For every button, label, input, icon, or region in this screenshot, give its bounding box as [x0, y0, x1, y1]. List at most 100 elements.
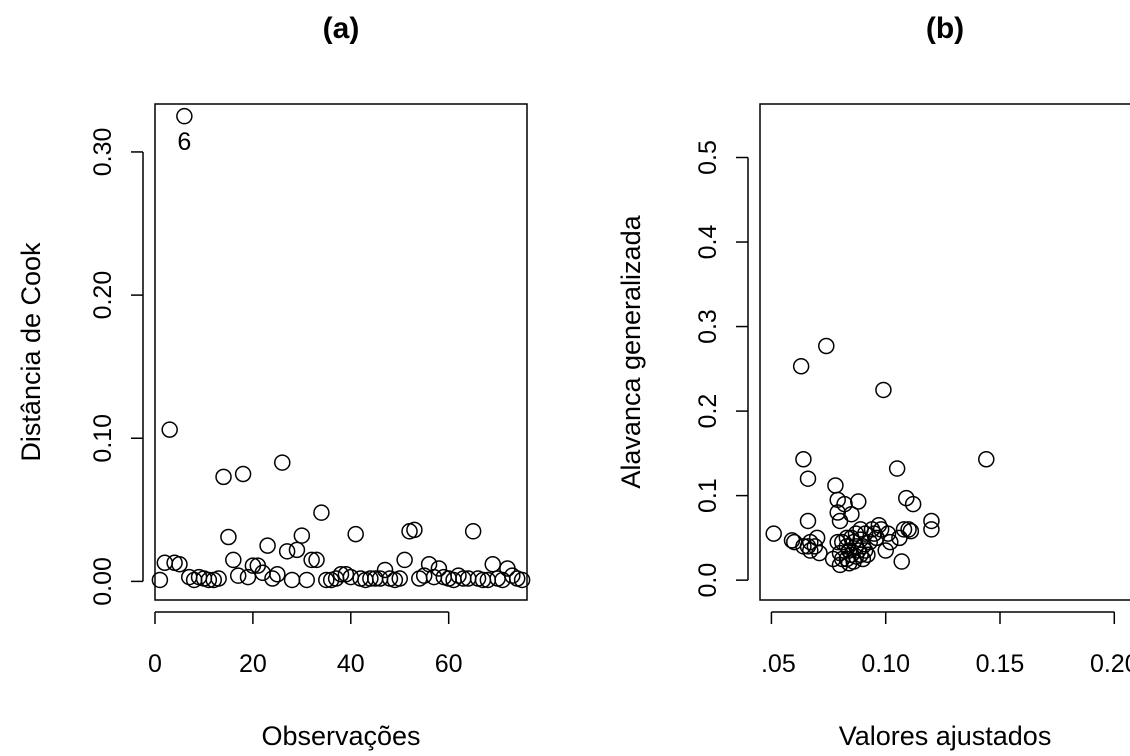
data-point — [818, 337, 835, 355]
data-point — [190, 568, 208, 586]
data-point — [792, 358, 810, 375]
panel-b-y-axis-label: Alavanca generalizada — [616, 214, 646, 488]
data-point — [161, 421, 178, 438]
data-point — [870, 516, 888, 534]
data-point — [847, 525, 865, 542]
data-point — [401, 523, 418, 540]
panel-a-x-axis-label: Observações — [261, 721, 420, 751]
data-point — [391, 570, 408, 587]
data-point — [259, 537, 276, 554]
panel-b-x-axis-label: Valores ajustados — [839, 721, 1052, 751]
data-point — [308, 551, 325, 569]
data-point — [283, 571, 301, 589]
data-point — [765, 525, 782, 542]
data-point — [200, 571, 218, 589]
panel-b-title: (b) — [926, 12, 964, 45]
y-tick-label: 0.2 — [694, 394, 722, 429]
data-point — [489, 570, 506, 587]
data-point — [893, 553, 910, 570]
panel-b-points — [765, 337, 995, 574]
data-point — [484, 555, 501, 573]
y-tick-label: 0.1 — [694, 478, 722, 513]
data-point — [850, 542, 867, 559]
data-point — [850, 493, 867, 510]
data-point — [827, 477, 844, 494]
data-point — [859, 546, 876, 564]
data-point — [298, 571, 315, 589]
data-point — [504, 567, 521, 584]
data-point — [347, 525, 364, 543]
data-point — [978, 451, 995, 468]
point-annotation-label: 6 — [177, 128, 191, 156]
data-point — [396, 551, 413, 569]
data-point — [288, 541, 306, 559]
data-point — [318, 571, 335, 589]
data-point — [508, 570, 526, 587]
y-tick-label: 0.10 — [89, 414, 117, 463]
y-tick-label: 0.30 — [89, 128, 117, 177]
data-point — [229, 567, 247, 584]
data-point — [234, 465, 252, 483]
y-tick-label: 0.5 — [694, 140, 722, 175]
x-tick-label: 0.15 — [976, 650, 1025, 678]
data-point — [877, 542, 894, 559]
data-point — [882, 533, 899, 551]
data-point — [151, 571, 169, 589]
data-point — [440, 570, 457, 587]
data-point — [923, 521, 940, 538]
data-point — [895, 521, 913, 538]
data-point — [386, 571, 404, 589]
data-point — [176, 107, 193, 125]
data-point — [435, 568, 453, 586]
data-point — [415, 567, 433, 584]
panel-a-points — [151, 107, 531, 589]
data-point — [313, 504, 330, 521]
data-point — [293, 527, 311, 544]
x-tick-label: 0.10 — [861, 650, 910, 678]
y-tick-label: 0.3 — [694, 309, 722, 344]
data-point — [239, 568, 257, 586]
data-point — [904, 495, 922, 513]
panel-a-plot-frame — [154, 103, 528, 601]
data-point — [274, 454, 291, 471]
data-point — [888, 460, 906, 477]
data-point — [278, 543, 296, 560]
data-point — [856, 542, 874, 559]
data-point — [843, 505, 860, 523]
data-point — [303, 551, 320, 569]
data-point — [831, 512, 849, 530]
data-point — [799, 512, 817, 530]
panel-b-y-ticks: 0.0 0.1 0.2 0.3 0.4 0.5 — [694, 140, 749, 598]
data-point — [269, 565, 286, 583]
data-point — [327, 570, 345, 587]
data-point — [450, 567, 467, 584]
y-tick-label: 0.00 — [89, 557, 117, 606]
data-point — [215, 468, 232, 486]
panel-a-x-ticks: 0 20 40 60 — [148, 611, 463, 678]
x-tick-label: 40 — [337, 650, 365, 678]
data-point — [210, 570, 227, 587]
x-tick-label: 60 — [435, 650, 463, 678]
data-point — [337, 565, 355, 583]
data-point — [225, 551, 242, 569]
x-tick-label: 20 — [239, 650, 267, 678]
y-tick-label: 0.20 — [89, 271, 117, 320]
data-point — [166, 554, 183, 572]
data-point — [264, 570, 281, 587]
data-point — [879, 525, 897, 542]
data-point — [802, 542, 819, 559]
data-point — [799, 538, 817, 555]
panel-a-y-ticks: 0.00 0.10 0.20 0.30 — [89, 128, 144, 606]
panel-b: (b) Valores ajustados Alavanca generaliz… — [616, 12, 1130, 751]
data-point — [875, 381, 892, 399]
data-point — [799, 470, 817, 487]
data-point — [902, 522, 920, 540]
data-point — [220, 528, 237, 546]
data-point — [854, 550, 872, 568]
panel-a-title: (a) — [323, 12, 360, 45]
panel-a-y-axis-label: Distância de Cook — [16, 242, 46, 462]
data-point — [362, 570, 379, 587]
data-point — [332, 565, 350, 583]
panel-b-plot-frame — [759, 103, 1130, 601]
